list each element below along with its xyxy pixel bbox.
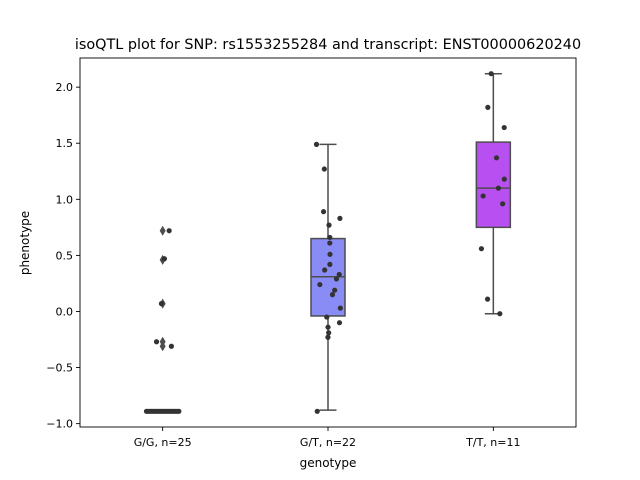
data-point [321, 166, 327, 172]
data-point [325, 324, 331, 330]
data-point [332, 287, 338, 293]
data-point [320, 209, 327, 215]
plot-area [143, 71, 512, 414]
data-point [327, 261, 333, 267]
data-point [485, 104, 491, 110]
data-point [324, 314, 330, 320]
data-point [501, 176, 507, 182]
data-point [176, 408, 182, 414]
y-tick-label: 2.0 [56, 81, 74, 94]
y-tick-label: −1.0 [46, 418, 73, 431]
data-point [493, 155, 500, 161]
y-tick-label: 0.5 [56, 249, 74, 262]
data-point [168, 343, 174, 349]
data-point [153, 339, 160, 345]
y-axis-label: phenotype [18, 211, 32, 275]
data-point [327, 251, 333, 257]
data-point [327, 240, 333, 246]
x-tick-label: G/G, n=25 [134, 436, 192, 449]
data-point [488, 71, 494, 77]
group-0 [143, 225, 182, 414]
data-point [327, 234, 333, 241]
data-point [480, 193, 486, 199]
data-point [495, 185, 502, 191]
y-tick-label: −0.5 [46, 362, 73, 375]
group-2 [475, 71, 512, 317]
data-point [497, 311, 503, 317]
y-tick-label: 0.0 [56, 305, 74, 318]
x-axis-label: genotype [300, 456, 357, 470]
data-point [166, 228, 172, 234]
data-point [478, 246, 485, 252]
y-tick-label: 1.0 [56, 193, 74, 206]
group-1 [310, 141, 346, 414]
x-axis: G/G, n=25 G/T, n=22 T/T, n=11 [134, 427, 520, 449]
data-point [336, 271, 342, 278]
data-point [333, 276, 340, 282]
data-point [500, 201, 506, 207]
data-point [326, 330, 332, 336]
data-point [337, 305, 343, 311]
data-point [329, 292, 336, 298]
y-axis: −1.0 −0.5 0.0 0.5 1.0 1.5 2.0 [46, 81, 80, 431]
chart-title: isoQTL plot for SNP: rs1553255284 and tr… [75, 37, 581, 53]
data-point [336, 320, 343, 326]
data-point [158, 301, 165, 307]
data-point [322, 267, 328, 273]
outlier-marker [159, 341, 166, 352]
y-tick-label: 1.5 [56, 137, 74, 150]
data-point [484, 296, 491, 302]
data-point [313, 141, 320, 147]
x-tick-label: T/T, n=11 [465, 436, 520, 449]
data-point [326, 222, 332, 228]
box-iqr [475, 141, 512, 229]
x-tick-label: G/T, n=22 [300, 436, 356, 449]
data-point [325, 334, 331, 340]
outlier-marker [159, 225, 166, 236]
data-point [314, 408, 320, 414]
data-point [501, 124, 507, 131]
data-point [317, 281, 323, 288]
data-point [337, 215, 343, 221]
data-point [161, 256, 168, 262]
